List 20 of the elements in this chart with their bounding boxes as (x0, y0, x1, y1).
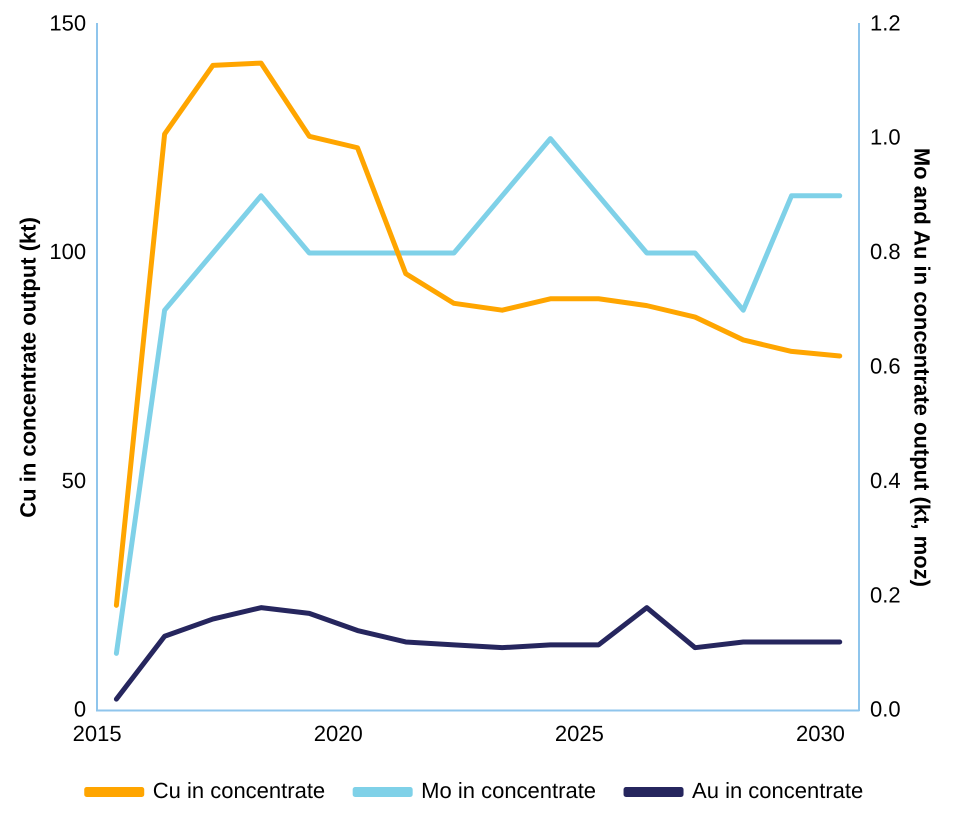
y2-tick-label: 0.0 (870, 696, 901, 722)
legend-label: Mo in concentrate (421, 778, 596, 804)
y-tick-label: 150 (49, 10, 86, 36)
y2-tick-label: 1.2 (870, 10, 901, 36)
x-tick-label: 2020 (314, 720, 363, 746)
y2-tick-label: 0.6 (870, 353, 901, 378)
legend-label: Cu in concentrate (152, 778, 326, 804)
y2-tick-label: 0.2 (870, 582, 901, 608)
y-axis-title: Cu in concentrate output (kt) (15, 217, 40, 518)
y-tick-label: 100 (49, 239, 86, 264)
x-tick-label: 2030 (796, 720, 845, 746)
y-tick-label: 50 (62, 468, 86, 493)
x-tick-label: 2025 (554, 720, 604, 746)
y2-tick-label: 1.0 (870, 124, 901, 150)
y2-axis-title: Mo and Au in concentrate output (kt, moz) (910, 148, 935, 587)
y2-tick-label: 0.4 (870, 468, 901, 493)
x-tick-label: 2015 (72, 720, 122, 746)
y-tick-label: 0 (74, 696, 86, 722)
legend-label: Au in concentrate (692, 778, 864, 804)
y2-tick-label: 0.8 (870, 239, 901, 264)
